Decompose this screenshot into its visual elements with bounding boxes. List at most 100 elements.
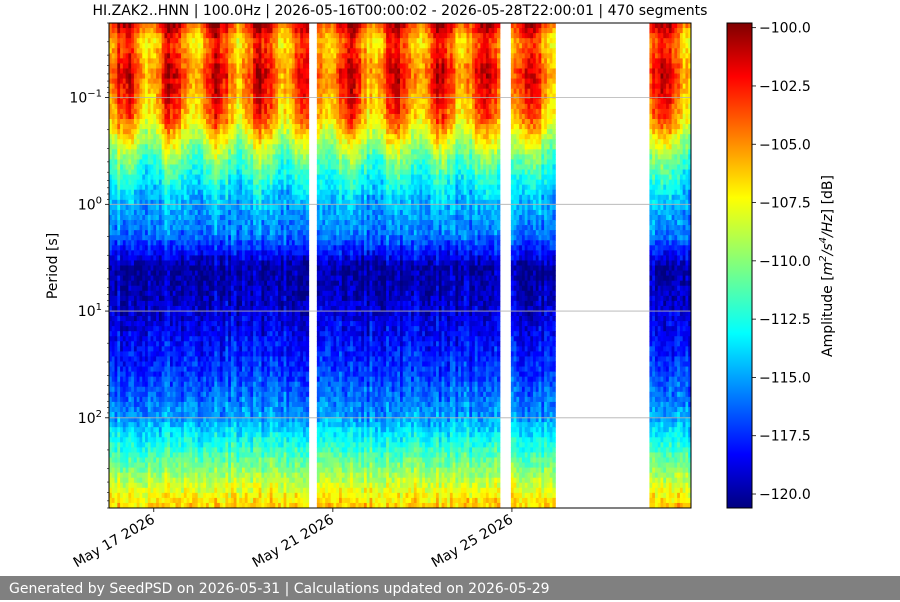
heat-cell (109, 270, 113, 277)
heat-cell (178, 467, 182, 474)
heat-cell (117, 98, 121, 105)
heat-cell (111, 452, 116, 459)
heat-cell (175, 310, 179, 317)
heat-cell (133, 209, 138, 216)
heat-cell (186, 295, 190, 302)
heat-cell (178, 214, 182, 221)
heat-cell (156, 351, 160, 358)
heat-cell (150, 275, 154, 282)
heat-cell (181, 336, 185, 342)
heat-cell (178, 492, 182, 499)
heat-cell (178, 43, 182, 49)
heat-cell (178, 98, 182, 105)
heat-cell (169, 149, 174, 155)
heat-cell (156, 194, 160, 201)
heat-cell (175, 331, 179, 337)
heat-cell (114, 356, 118, 363)
heat-cell (111, 376, 116, 383)
heat-cell (192, 189, 196, 196)
heat-cell (178, 422, 182, 428)
heat-cell (192, 214, 196, 221)
heat-cell (167, 194, 171, 201)
heat-cell (172, 169, 177, 176)
heat-cell (120, 129, 124, 135)
heat-cell (167, 189, 171, 196)
heat-cell (133, 255, 138, 262)
heat-cell (186, 376, 190, 383)
heat-cell (122, 326, 127, 332)
heat-cell (120, 447, 124, 454)
heat-cell (172, 321, 177, 327)
heat-cell (109, 336, 113, 342)
heat-cell (175, 487, 179, 494)
heat-cell (125, 391, 129, 398)
heat-cell (147, 452, 152, 459)
heat-cell (194, 412, 199, 418)
heat-cell (147, 386, 152, 393)
heat-cell (164, 53, 168, 59)
heat-cell (169, 321, 174, 327)
heat-cell (197, 214, 202, 221)
heat-cell (128, 245, 132, 251)
heat-cell (189, 209, 193, 216)
heat-cell (192, 149, 196, 155)
heat-cell (183, 391, 188, 398)
heat-cell (164, 88, 168, 95)
heat-cell (186, 482, 190, 489)
heat-cell (194, 154, 199, 160)
heat-cell (197, 427, 202, 433)
heat-cell (167, 417, 171, 423)
heat-cell (172, 149, 177, 155)
heat-cell (164, 290, 168, 297)
heat-cell (161, 371, 166, 378)
heat-cell (158, 442, 163, 448)
heat-cell (150, 149, 154, 155)
heat-cell (197, 63, 202, 70)
heat-cell (150, 467, 154, 474)
heat-cell (142, 164, 146, 171)
heat-cell (194, 472, 199, 479)
heat-cell (200, 467, 204, 474)
heat-cell (131, 235, 135, 241)
heat-cell (156, 472, 160, 479)
heat-cell (111, 63, 116, 70)
heat-cell (128, 199, 132, 206)
heat-cell (158, 376, 163, 383)
heat-cell (181, 422, 185, 428)
heat-cell (156, 447, 160, 454)
heat-cell (175, 290, 179, 297)
heat-cell (150, 194, 154, 201)
heat-cell (150, 331, 154, 337)
heat-cell (117, 144, 121, 150)
heat-cell (147, 346, 152, 352)
heat-cell (117, 331, 121, 337)
heat-cell (128, 38, 132, 44)
heat-cell (153, 427, 157, 433)
heat-cell (128, 235, 132, 241)
heat-cell (114, 457, 118, 464)
heat-cell (156, 43, 160, 49)
heat-cell (114, 129, 118, 135)
heat-cell (172, 295, 177, 302)
heat-cell (186, 58, 190, 65)
heat-cell (133, 472, 138, 479)
heat-cell (181, 139, 185, 145)
heat-cell (120, 422, 124, 428)
heat-cell (109, 482, 113, 489)
heat-cell (183, 305, 188, 312)
heat-cell (167, 48, 171, 54)
heat-cell (178, 169, 182, 176)
heat-cell (114, 447, 118, 454)
heat-cell (167, 199, 171, 206)
heat-cell (128, 300, 132, 307)
heat-cell (197, 462, 202, 469)
heat-cell (189, 285, 193, 292)
heat-cell (111, 169, 116, 176)
heat-cell (181, 467, 185, 474)
heat-cell (131, 285, 135, 292)
heat-cell (192, 492, 196, 499)
heat-cell (122, 275, 127, 282)
heat-cell (114, 275, 118, 282)
heat-cell (109, 124, 113, 130)
heat-cell (114, 472, 118, 479)
